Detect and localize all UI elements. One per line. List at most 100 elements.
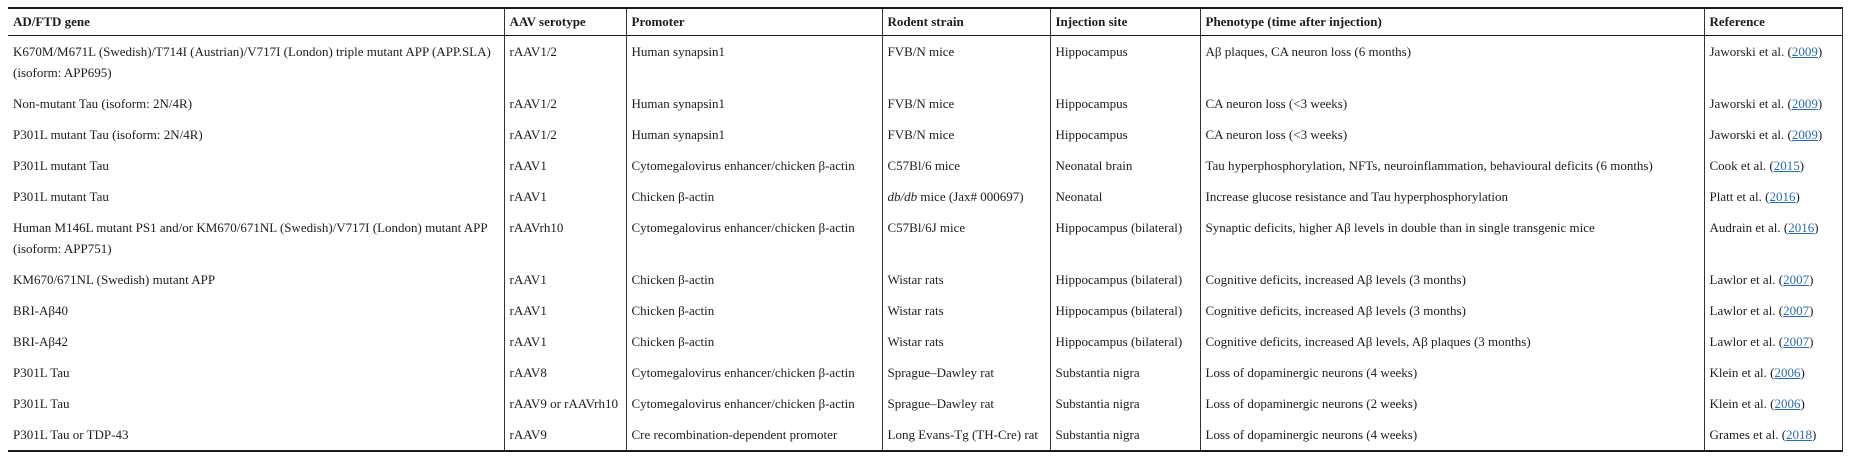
injection-site-cell: Substantia nigra: [1049, 388, 1200, 419]
rodent-strain-text: Sprague–Dawley rat: [887, 365, 995, 380]
promoter-cell: Chicken β-actin: [625, 295, 882, 326]
rodent-strain-text: FVB/N mice: [887, 44, 955, 59]
serotype-cell: rAAV1/2: [503, 35, 626, 88]
reference-year-link[interactable]: 2006: [1774, 365, 1801, 380]
injection-site-cell: Neonatal brain: [1049, 150, 1200, 181]
phenotype-cell: Loss of dopaminergic neurons (4 weeks): [1199, 419, 1704, 451]
gene-cell: P301L Tau: [13, 365, 70, 380]
table-row: P301L mutant Tau rAAV1 Cytomegalovirus e…: [8, 150, 1843, 181]
reference-close-paren: ): [1817, 127, 1823, 142]
serotype-cell: rAAV1: [503, 181, 626, 212]
reference-cell: Jaworski et al. (2009): [1703, 35, 1843, 88]
reference-authors: Lawlor et al. (: [1709, 303, 1784, 318]
header-ad-ftd-gene: AD/FTD gene: [8, 8, 504, 36]
reference-authors: Lawlor et al. (: [1709, 272, 1784, 287]
reference-cell: Lawlor et al. (2007): [1703, 264, 1843, 295]
reference-year-link[interactable]: 2018: [1786, 427, 1813, 442]
rodent-strain-cell: FVB/N mice: [881, 35, 1050, 88]
table-row: BRI-Aβ40 rAAV1 Chicken β-actin Wistar ra…: [8, 295, 1843, 326]
reference-year-link[interactable]: 2009: [1791, 44, 1818, 59]
aav-rodent-models-table: AD/FTD gene AAV serotype Promoter Rodent…: [8, 7, 1843, 452]
rodent-strain-cell: C57Bl/6J mice: [881, 212, 1050, 264]
phenotype-cell: Loss of dopaminergic neurons (4 weeks): [1199, 357, 1704, 388]
gene-cell: Human M146L mutant PS1 and/or KM670/671N…: [13, 220, 488, 256]
table-row: BRI-Aβ42 rAAV1 Chicken β-actin Wistar ra…: [8, 326, 1843, 357]
phenotype-cell: Cognitive deficits, increased Aβ levels,…: [1199, 326, 1704, 357]
reference-authors: Klein et al. (: [1709, 365, 1775, 380]
reference-authors: Audrain et al. (: [1709, 220, 1789, 235]
reference-close-paren: ): [1817, 44, 1823, 59]
reference-cell: Jaworski et al. (2009): [1703, 88, 1843, 119]
phenotype-cell: Tau hyperphosphorylation, NFTs, neuroinf…: [1199, 150, 1704, 181]
reference-year-link[interactable]: 2007: [1783, 334, 1810, 349]
table-row: KM670/671NL (Swedish) mutant APP rAAV1 C…: [8, 264, 1843, 295]
reference-authors: Jaworski et al. (: [1709, 127, 1792, 142]
rodent-strain-text: C57Bl/6J mice: [887, 220, 966, 235]
rodent-strain-text: Sprague–Dawley rat: [887, 396, 995, 411]
serotype-cell: rAAV1: [503, 264, 626, 295]
reference-year-link[interactable]: 2016: [1769, 189, 1796, 204]
reference-year-link[interactable]: 2009: [1791, 96, 1818, 111]
injection-site-cell: Hippocampus (bilateral): [1049, 295, 1200, 326]
reference-close-paren: ): [1809, 303, 1814, 318]
reference-close-paren: ): [1795, 189, 1800, 204]
table-body: K670M/M671L (Swedish)/T714I (Austrian)/V…: [8, 35, 1843, 451]
promoter-cell: Cytomegalovirus enhancer/chicken β-actin: [625, 388, 882, 419]
injection-site-cell: Hippocampus (bilateral): [1049, 212, 1200, 264]
rodent-strain-text: C57Bl/6 mice: [887, 158, 961, 173]
rodent-strain-cell: C57Bl/6 mice: [881, 150, 1050, 181]
reference-cell: Lawlor et al. (2007): [1703, 326, 1843, 357]
reference-year-link[interactable]: 2007: [1783, 303, 1810, 318]
reference-year-link[interactable]: 2016: [1788, 220, 1815, 235]
injection-site-cell: Hippocampus: [1049, 88, 1200, 119]
rodent-strain-text: FVB/N mice: [887, 96, 955, 111]
injection-site-cell: Hippocampus: [1049, 35, 1200, 88]
table-row: P301L Tau or TDP-43 rAAV9 Cre recombinat…: [8, 419, 1843, 451]
reference-cell: Grames et al. (2018): [1703, 419, 1843, 451]
table-row: K670M/M671L (Swedish)/T714I (Austrian)/V…: [8, 35, 1843, 88]
rodent-strain-cell: Wistar rats: [881, 295, 1050, 326]
reference-close-paren: ): [1800, 365, 1805, 380]
reference-year-link[interactable]: 2009: [1791, 127, 1818, 142]
gene-cell: KM670/671NL (Swedish) mutant APP: [13, 272, 216, 287]
injection-site-cell: Neonatal: [1049, 181, 1200, 212]
phenotype-cell: CA neuron loss (<3 weeks): [1199, 88, 1704, 119]
gene-cell: P301L Tau: [13, 396, 70, 411]
phenotype-cell: Cognitive deficits, increased Aβ levels …: [1199, 264, 1704, 295]
phenotype-cell: Increase glucose resistance and Tau hype…: [1199, 181, 1704, 212]
header-reference: Reference: [1703, 8, 1843, 36]
rodent-strain-italic: db/db: [887, 189, 918, 204]
reference-year-link[interactable]: 2015: [1773, 158, 1800, 173]
reference-authors: Lawlor et al. (: [1709, 334, 1784, 349]
reference-close-paren: ): [1817, 96, 1823, 111]
gene-cell: Non-mutant Tau (isoform: 2N/4R): [13, 96, 193, 111]
promoter-cell: Human synapsin1: [625, 88, 882, 119]
table-header-row: AD/FTD gene AAV serotype Promoter Rodent…: [8, 8, 1843, 36]
reference-authors: Klein et al. (: [1709, 396, 1775, 411]
gene-cell: P301L mutant Tau (isoform: 2N/4R): [13, 127, 203, 142]
serotype-cell: rAAV1: [503, 295, 626, 326]
gene-cell: K670M/M671L (Swedish)/T714I (Austrian)/V…: [13, 44, 491, 80]
reference-year-link[interactable]: 2006: [1774, 396, 1801, 411]
reference-year-link[interactable]: 2007: [1783, 272, 1810, 287]
table-row: Human M146L mutant PS1 and/or KM670/671N…: [8, 212, 1843, 264]
promoter-cell: Human synapsin1: [625, 35, 882, 88]
table-row: P301L mutant Tau rAAV1 Chicken β-actin d…: [8, 181, 1843, 212]
gene-cell: P301L mutant Tau: [13, 158, 109, 173]
reference-authors: Jaworski et al. (: [1709, 44, 1792, 59]
rodent-strain-text: FVB/N mice: [887, 127, 955, 142]
injection-site-cell: Hippocampus: [1049, 119, 1200, 150]
gene-cell: BRI-Aβ40: [13, 303, 69, 318]
table-row: P301L Tau rAAV8 Cytomegalovirus enhancer…: [8, 357, 1843, 388]
serotype-cell: rAAV1/2: [503, 119, 626, 150]
serotype-cell: rAAV9: [503, 419, 626, 451]
reference-close-paren: ): [1814, 220, 1819, 235]
promoter-cell: Human synapsin1: [625, 119, 882, 150]
rodent-strain-text: Long Evans-Tg (TH-Cre) rat: [887, 427, 1039, 442]
rodent-strain-text: Wistar rats: [887, 272, 944, 287]
serotype-cell: rAAV1: [503, 326, 626, 357]
gene-cell: P301L Tau or TDP-43: [13, 427, 129, 442]
reference-cell: Audrain et al. (2016): [1703, 212, 1843, 264]
reference-cell: Cook et al. (2015): [1703, 150, 1843, 181]
